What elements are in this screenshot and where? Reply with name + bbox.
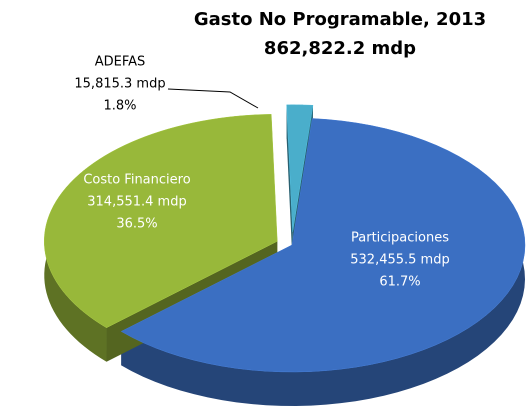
slice-label: Participaciones bbox=[351, 231, 449, 246]
slice bbox=[286, 104, 314, 232]
slice bbox=[44, 114, 278, 328]
leader-line bbox=[167, 88, 259, 109]
slice-amount: 15,815.3 mdp bbox=[74, 77, 165, 92]
slice-edge bbox=[286, 104, 293, 266]
slice-percent: 1.8% bbox=[103, 99, 136, 114]
slice-amount: 532,455.5 mdp bbox=[350, 253, 449, 268]
slice-amount: 314,551.4 mdp bbox=[87, 195, 186, 210]
chart-subtitle: 862,822.2 mdp bbox=[264, 38, 416, 59]
slice-label: Costo Financiero bbox=[83, 173, 190, 188]
slice-label: ADEFAS bbox=[95, 55, 146, 70]
slice bbox=[120, 118, 526, 373]
pie-tops bbox=[44, 104, 526, 373]
chart-title: Gasto No Programable, 2013 bbox=[194, 9, 486, 30]
slice-percent: 36.5% bbox=[116, 217, 157, 232]
slice-side bbox=[121, 118, 525, 406]
slice-percent: 61.7% bbox=[379, 275, 420, 290]
